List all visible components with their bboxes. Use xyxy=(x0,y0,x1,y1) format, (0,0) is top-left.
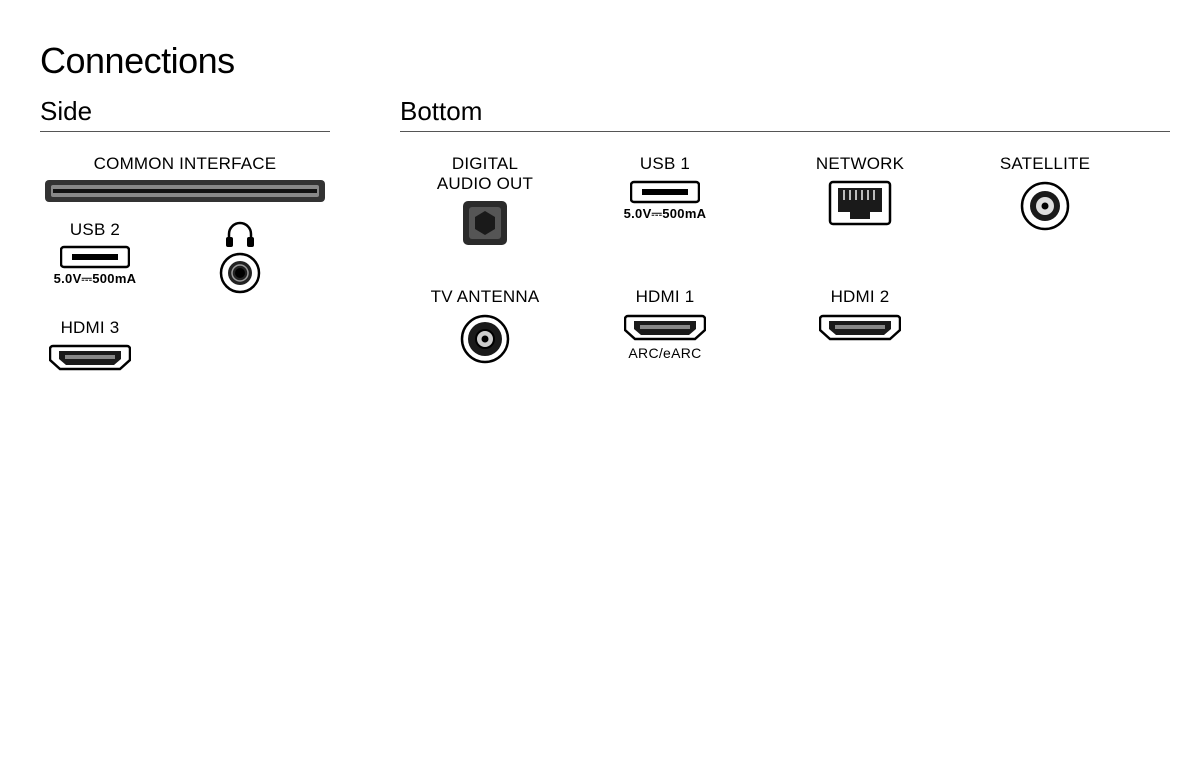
usb-port-icon xyxy=(60,245,130,269)
port-usb2: USB 2 5.0V⎓500mA xyxy=(40,220,150,288)
port-common-interface: COMMON INTERFACE xyxy=(40,154,330,202)
port-satellite: SATELLITE xyxy=(960,154,1130,247)
section-side: Side COMMON INTERFACE USB 2 xyxy=(40,96,330,405)
port-sub: 5.0V⎓500mA xyxy=(54,271,137,287)
port-hdmi3: HDMI 3 xyxy=(40,318,140,374)
coax-port-icon xyxy=(459,313,511,365)
port-digital-audio-out: DIGITAL AUDIO OUT xyxy=(400,154,570,247)
hdmi-port-icon xyxy=(819,313,901,343)
page-title: Connections xyxy=(40,40,1170,82)
port-label: SATELLITE xyxy=(1000,154,1090,174)
hdmi-port-icon xyxy=(624,313,706,343)
columns: Side COMMON INTERFACE USB 2 xyxy=(40,96,1170,405)
port-label: HDMI 1 xyxy=(636,287,695,307)
port-usb1: USB 1 5.0V⎓500mA xyxy=(570,154,760,247)
headphone-icon xyxy=(223,220,257,248)
usb-port-icon xyxy=(630,180,700,204)
port-label: NETWORK xyxy=(816,154,904,174)
satellite-port-icon xyxy=(1019,180,1071,232)
port-hdmi2: HDMI 2 xyxy=(760,287,960,365)
port-network: NETWORK xyxy=(760,154,960,247)
section-bottom: Bottom DIGITAL AUDIO OUT USB 1 xyxy=(400,96,1170,405)
port-label: USB 1 xyxy=(640,154,690,174)
port-label: DIGITAL AUDIO OUT xyxy=(437,154,533,193)
common-interface-slot-icon xyxy=(45,180,325,202)
port-hdmi1: HDMI 1 ARC/eARC xyxy=(570,287,760,365)
port-sub: ARC/eARC xyxy=(628,345,701,361)
port-sub: 5.0V⎓500mA xyxy=(624,206,707,222)
section-header-side: Side xyxy=(40,96,330,132)
port-tv-antenna: TV ANTENNA xyxy=(400,287,570,365)
port-label: HDMI 3 xyxy=(61,318,120,338)
optical-port-icon xyxy=(461,199,509,247)
audio-jack-icon xyxy=(219,252,261,294)
section-header-bottom: Bottom xyxy=(400,96,1170,132)
port-label: TV ANTENNA xyxy=(431,287,540,307)
port-label: USB 2 xyxy=(70,220,120,240)
hdmi-port-icon xyxy=(49,343,131,373)
port-label: COMMON INTERFACE xyxy=(94,154,277,174)
rj45-port-icon xyxy=(828,180,892,226)
port-label: HDMI 2 xyxy=(831,287,890,307)
port-headphone xyxy=(210,220,270,294)
